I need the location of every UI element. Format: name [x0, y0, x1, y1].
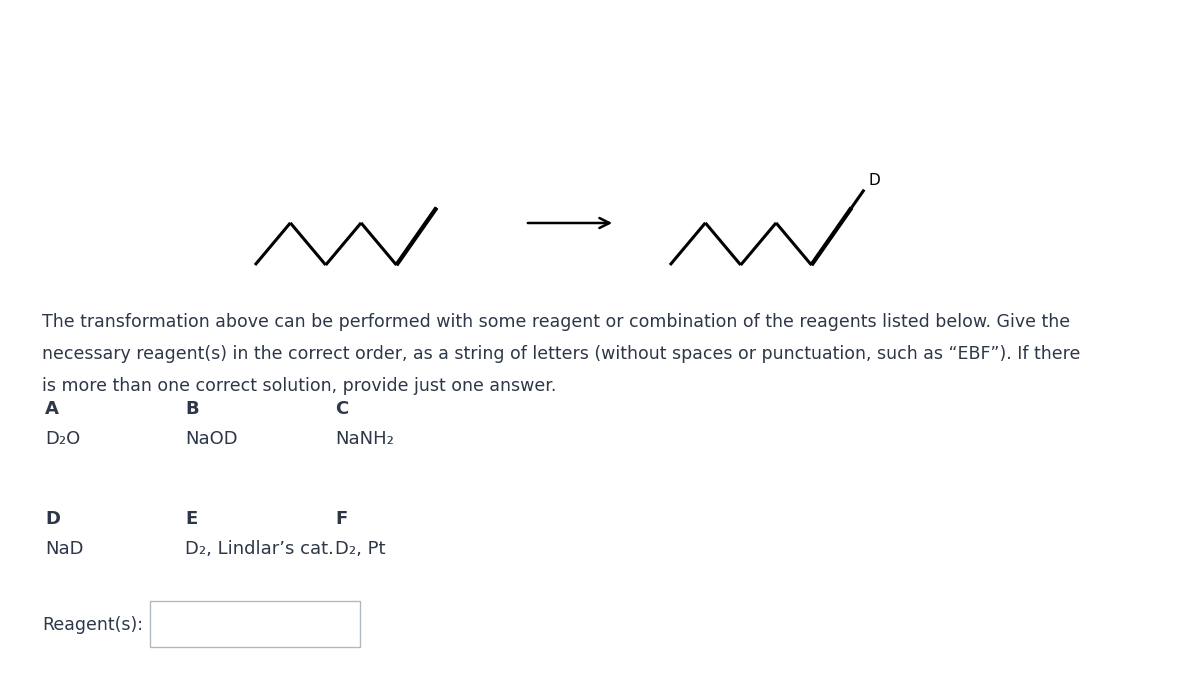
Text: B: B — [185, 400, 199, 418]
Text: NaNH₂: NaNH₂ — [335, 430, 394, 448]
Text: C: C — [335, 400, 348, 418]
Text: F: F — [335, 510, 347, 528]
Text: D₂, Lindlar’s cat.: D₂, Lindlar’s cat. — [185, 540, 334, 558]
Text: necessary reagent(s) in the correct order, as a string of letters (without space: necessary reagent(s) in the correct orde… — [42, 345, 1080, 363]
Text: D: D — [46, 510, 60, 528]
Text: D₂, Pt: D₂, Pt — [335, 540, 385, 558]
Text: A: A — [46, 400, 59, 418]
Text: NaD: NaD — [46, 540, 84, 558]
Text: NaOD: NaOD — [185, 430, 238, 448]
Text: is more than one correct solution, provide just one answer.: is more than one correct solution, provi… — [42, 377, 557, 395]
Bar — [150, 601, 360, 647]
Text: D: D — [868, 172, 880, 188]
Text: Reagent(s):: Reagent(s): — [42, 616, 143, 634]
Text: The transformation above can be performed with some reagent or combination of th: The transformation above can be performe… — [42, 313, 1070, 331]
Text: D₂O: D₂O — [46, 430, 80, 448]
Text: E: E — [185, 510, 197, 528]
